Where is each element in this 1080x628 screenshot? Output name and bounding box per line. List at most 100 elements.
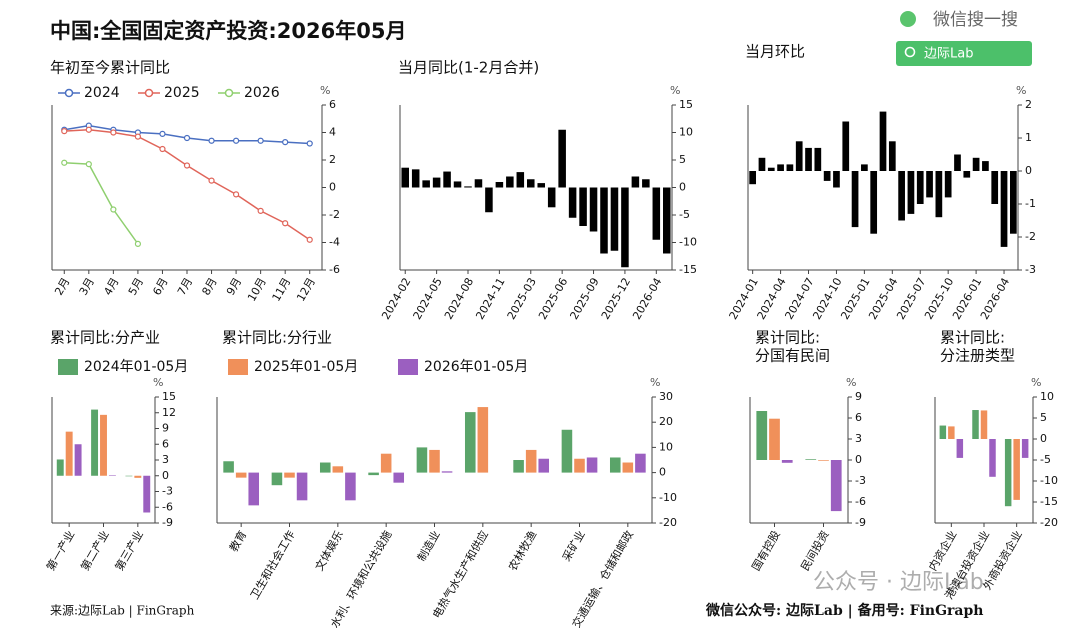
y-tick-label: -6 bbox=[329, 263, 340, 276]
bar bbox=[888, 141, 896, 171]
bar bbox=[495, 182, 504, 188]
point bbox=[183, 134, 191, 142]
chart-title: 年初至今累计同比 bbox=[50, 59, 170, 77]
point bbox=[159, 145, 166, 153]
bar bbox=[663, 187, 671, 254]
bar bbox=[474, 179, 483, 188]
bar bbox=[982, 161, 989, 171]
bar bbox=[610, 187, 619, 251]
bar bbox=[769, 418, 780, 460]
bar bbox=[296, 472, 308, 501]
bar bbox=[814, 147, 822, 171]
y-tick-label: -10 bbox=[679, 236, 697, 249]
point bbox=[134, 133, 142, 140]
bar bbox=[516, 172, 525, 188]
bar bbox=[758, 157, 766, 171]
bar bbox=[898, 171, 905, 221]
x-tick-label: 采矿业 bbox=[560, 529, 588, 564]
unit-label: % bbox=[153, 376, 163, 389]
x-tick-label: 农林牧渔 bbox=[505, 528, 539, 573]
bar bbox=[818, 460, 829, 461]
bar bbox=[786, 164, 794, 171]
y-tick-label: -9 bbox=[855, 516, 866, 529]
bar bbox=[956, 439, 964, 458]
x-tick-label: 11月 bbox=[270, 276, 294, 304]
page-title: 中国:全国固定资产投资:2026年05月 bbox=[50, 19, 406, 43]
bar bbox=[948, 426, 955, 439]
y-tick-label: 0 bbox=[855, 453, 862, 466]
legend-label: 2025 bbox=[164, 85, 200, 101]
point bbox=[85, 161, 92, 168]
unit-label: % bbox=[320, 84, 330, 97]
y-tick-label: -9 bbox=[162, 516, 173, 529]
x-tick-label: 2024-02 bbox=[379, 276, 413, 322]
y-tick-label: 3 bbox=[855, 432, 862, 445]
bar bbox=[972, 157, 980, 171]
chart-title: 分注册类型 bbox=[940, 347, 1015, 365]
legend-swatch bbox=[144, 88, 154, 98]
y-tick-label: -3 bbox=[855, 474, 866, 487]
bar bbox=[642, 179, 650, 188]
bar bbox=[125, 475, 133, 477]
wechat-icon bbox=[900, 11, 916, 27]
bar bbox=[989, 439, 996, 477]
bar bbox=[345, 472, 356, 501]
bar bbox=[635, 453, 646, 473]
y-tick-label: -3 bbox=[1025, 263, 1036, 276]
bar bbox=[622, 462, 634, 473]
bar bbox=[432, 177, 441, 188]
bar bbox=[547, 187, 556, 208]
bar bbox=[609, 457, 621, 473]
bar bbox=[422, 180, 430, 188]
x-tick-label: 制造业 bbox=[414, 528, 443, 564]
y-tick-label: -10 bbox=[659, 491, 677, 504]
y-tick-label: 9 bbox=[855, 390, 862, 403]
bar bbox=[600, 187, 608, 254]
y-tick-label: -15 bbox=[1040, 495, 1058, 508]
bar bbox=[777, 164, 784, 171]
bar bbox=[506, 176, 514, 188]
bar bbox=[416, 447, 428, 473]
x-tick-label: 卫生和社会工作 bbox=[247, 528, 298, 602]
x-tick-label: 4月 bbox=[101, 276, 121, 298]
point bbox=[257, 207, 264, 214]
series-line bbox=[64, 162, 139, 245]
search-box[interactable] bbox=[896, 41, 1032, 66]
bar bbox=[401, 167, 409, 188]
point bbox=[306, 236, 313, 243]
y-tick-label: -4 bbox=[329, 236, 340, 249]
x-tick-label: 2024-05 bbox=[411, 276, 445, 322]
y-tick-label: -20 bbox=[1040, 516, 1058, 529]
bar bbox=[464, 186, 472, 188]
y-tick-label: -5 bbox=[679, 208, 690, 221]
bar bbox=[652, 187, 661, 240]
bar bbox=[91, 409, 99, 476]
chart-title: 累计同比:分行业 bbox=[222, 329, 332, 347]
x-tick-label: 内资企业 bbox=[925, 528, 959, 573]
unit-label: % bbox=[1031, 376, 1041, 389]
bar bbox=[561, 429, 573, 473]
bar bbox=[134, 475, 142, 478]
point bbox=[257, 137, 264, 144]
bar bbox=[143, 475, 151, 513]
bar bbox=[916, 171, 924, 204]
x-tick-label: 第一产业 bbox=[43, 528, 77, 573]
legend-swatch bbox=[228, 359, 248, 375]
x-tick-label: 10月 bbox=[245, 276, 269, 304]
chart-title: 当月环比 bbox=[745, 43, 805, 61]
y-tick-label: 6 bbox=[162, 437, 169, 450]
legend-label: 2024 bbox=[84, 85, 120, 101]
bar bbox=[525, 449, 537, 473]
x-tick-label: 2025-06 bbox=[536, 276, 570, 322]
y-tick-label: 0 bbox=[329, 181, 336, 194]
watermark: 公众号 · 边际Lab bbox=[813, 570, 984, 595]
legend-label: 2025年01-05月 bbox=[254, 359, 358, 375]
bar bbox=[631, 176, 640, 188]
bar bbox=[108, 475, 116, 476]
chart-title: 累计同比: bbox=[755, 329, 820, 347]
x-tick-label: 2024-11 bbox=[473, 276, 507, 322]
y-tick-label: 6 bbox=[855, 411, 862, 424]
bar bbox=[368, 472, 379, 476]
bar bbox=[972, 410, 979, 439]
bar bbox=[879, 111, 887, 171]
